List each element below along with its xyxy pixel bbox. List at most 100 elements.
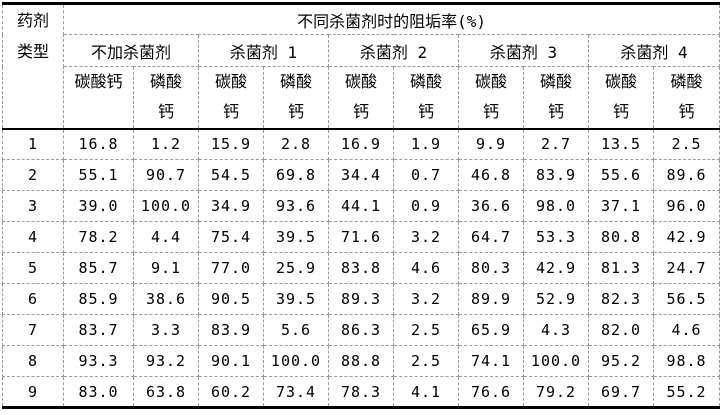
data-cell: 55.6 [588, 159, 654, 191]
data-cell: 90.1 [198, 345, 264, 377]
data-cell: 37.1 [588, 190, 654, 222]
data-cell: 39.5 [263, 283, 329, 315]
data-cell: 55.2 [652, 376, 721, 408]
sub-header-line2: 钙 [222, 102, 239, 121]
data-cell: 39.5 [263, 221, 329, 253]
data-cell: 100.0 [263, 345, 329, 377]
table-row: 7 83.7 3.3 83.9 5.6 86.3 2.5 65.9 4.3 82.0 4.6 [2, 314, 721, 346]
data-cell: 38.6 [133, 283, 199, 315]
sub-header-line2: 钙 [482, 102, 499, 121]
data-cell: 75.4 [198, 221, 264, 253]
row-label: 8 [2, 345, 64, 377]
data-cell: 3.2 [393, 221, 459, 253]
data-cell: 55.1 [63, 159, 134, 191]
data-cell: 69.7 [588, 376, 654, 408]
sub-header-line2: 钙 [287, 102, 304, 121]
data-cell: 4.6 [652, 314, 721, 346]
data-cell: 74.1 [458, 345, 524, 377]
data-cell: 2.5 [652, 128, 721, 160]
data-cell: 16.8 [63, 128, 134, 160]
data-cell: 44.1 [328, 190, 394, 222]
data-cell: 4.4 [133, 221, 199, 253]
sub-header-cell: 碳酸 钙 [198, 66, 264, 130]
row-label: 5 [2, 252, 64, 284]
sub-header-line1: 磷酸 [539, 72, 572, 91]
sub-header-line1: 磷酸 [279, 72, 312, 91]
data-cell: 3.3 [133, 314, 199, 346]
sub-header-cell: 碳酸 钙 [328, 66, 394, 130]
table-row: 4 78.2 4.4 75.4 39.5 71.6 3.2 64.7 53.3 80.8 42.9 [2, 221, 721, 253]
group-header-bactericide-1: 杀菌剂 1 [198, 34, 329, 67]
group-header-no-bactericide: 不加杀菌剂 [63, 34, 199, 67]
data-cell: 83.7 [63, 314, 134, 346]
sub-header-cell: 碳酸钙 [63, 66, 134, 130]
data-cell: 80.8 [588, 221, 654, 253]
data-cell: 89.9 [458, 283, 524, 315]
data-cell: 82.0 [588, 314, 654, 346]
corner-header-line1: 药剂 [16, 11, 49, 30]
data-cell: 24.7 [652, 252, 721, 284]
data-cell: 89.6 [652, 159, 721, 191]
data-cell: 83.9 [198, 314, 264, 346]
data-cell: 83.9 [523, 159, 589, 191]
data-cell: 0.9 [393, 190, 459, 222]
data-cell: 98.0 [523, 190, 589, 222]
table-row: 5 85.7 9.1 77.0 25.9 83.8 4.6 80.3 42.9 81.3 24.7 [2, 252, 721, 284]
data-cell: 90.7 [133, 159, 199, 191]
data-cell: 2.5 [393, 345, 459, 377]
table-row: 9 83.0 63.8 60.2 73.4 78.3 4.1 76.6 79.2 69.7 55.2 [2, 376, 721, 408]
data-cell: 34.9 [198, 190, 264, 222]
data-cell: 9.9 [458, 128, 524, 160]
table-row: 1 16.8 1.2 15.9 2.8 16.9 1.9 9.9 2.7 13.5 2.5 [2, 128, 721, 160]
table-row: 2 55.1 90.7 54.5 69.8 34.4 0.7 46.8 83.9 55.6 89.6 [2, 159, 721, 191]
data-cell: 86.3 [328, 314, 394, 346]
data-cell: 85.7 [63, 252, 134, 284]
data-cell: 78.2 [63, 221, 134, 253]
sub-header-line1: 磷酸 [409, 72, 442, 91]
data-cell: 73.4 [263, 376, 329, 408]
data-cell: 90.5 [198, 283, 264, 315]
data-cell: 98.8 [652, 345, 721, 377]
data-cell: 13.5 [588, 128, 654, 160]
row-label: 7 [2, 314, 64, 346]
data-cell: 56.5 [652, 283, 721, 315]
data-cell: 25.9 [263, 252, 329, 284]
data-cell: 80.3 [458, 252, 524, 284]
sub-header-line1: 磷酸 [149, 72, 182, 91]
sub-header-line1: 磷酸 [670, 72, 703, 91]
data-cell: 53.3 [523, 221, 589, 253]
data-cell: 81.3 [588, 252, 654, 284]
data-cell: 36.6 [458, 190, 524, 222]
data-cell: 0.7 [393, 159, 459, 191]
data-cell: 78.3 [328, 376, 394, 408]
data-cell: 95.2 [588, 345, 654, 377]
row-label: 1 [2, 128, 64, 160]
data-cell: 42.9 [652, 221, 721, 253]
sub-header-cell: 磷酸 钙 [133, 66, 199, 130]
data-cell: 16.9 [328, 128, 394, 160]
data-cell: 60.2 [198, 376, 264, 408]
main-header-cell: 不同杀菌剂时的阻垢率(%) [62, 3, 721, 35]
data-cell: 4.1 [393, 376, 459, 408]
data-cell: 100.0 [523, 345, 589, 377]
data-cell: 100.0 [133, 190, 199, 222]
header-row-subcolumns: 碳酸钙 磷酸 钙 碳酸 钙 磷酸 钙 碳酸 钙 [3, 66, 721, 130]
scale-inhibition-table: 药剂 类型 不同杀菌剂时的阻垢率(%) 不加杀菌剂 杀菌剂 1 杀菌剂 2 杀菌… [2, 2, 721, 409]
sub-header-cell: 磷酸 钙 [263, 66, 329, 130]
data-cell: 96.0 [652, 190, 721, 222]
sub-header-line2: 钙 [157, 102, 174, 121]
data-cell: 69.8 [263, 159, 329, 191]
data-cell: 83.0 [63, 376, 134, 408]
table-row: 6 85.9 38.6 90.5 39.5 89.3 3.2 89.9 52.9 82.3 56.5 [2, 283, 721, 315]
data-cell: 93.6 [263, 190, 329, 222]
data-cell: 63.8 [133, 376, 199, 408]
data-cell: 34.4 [328, 159, 394, 191]
row-label: 9 [2, 376, 64, 408]
row-label: 6 [2, 283, 64, 315]
sub-header-line2: 钙 [678, 102, 695, 121]
sub-header-line2: 钙 [547, 102, 564, 121]
data-cell: 79.2 [523, 376, 589, 408]
data-cell: 9.1 [133, 252, 199, 284]
corner-header-cell: 药剂 类型 [2, 3, 64, 130]
data-cell: 85.9 [63, 283, 134, 315]
